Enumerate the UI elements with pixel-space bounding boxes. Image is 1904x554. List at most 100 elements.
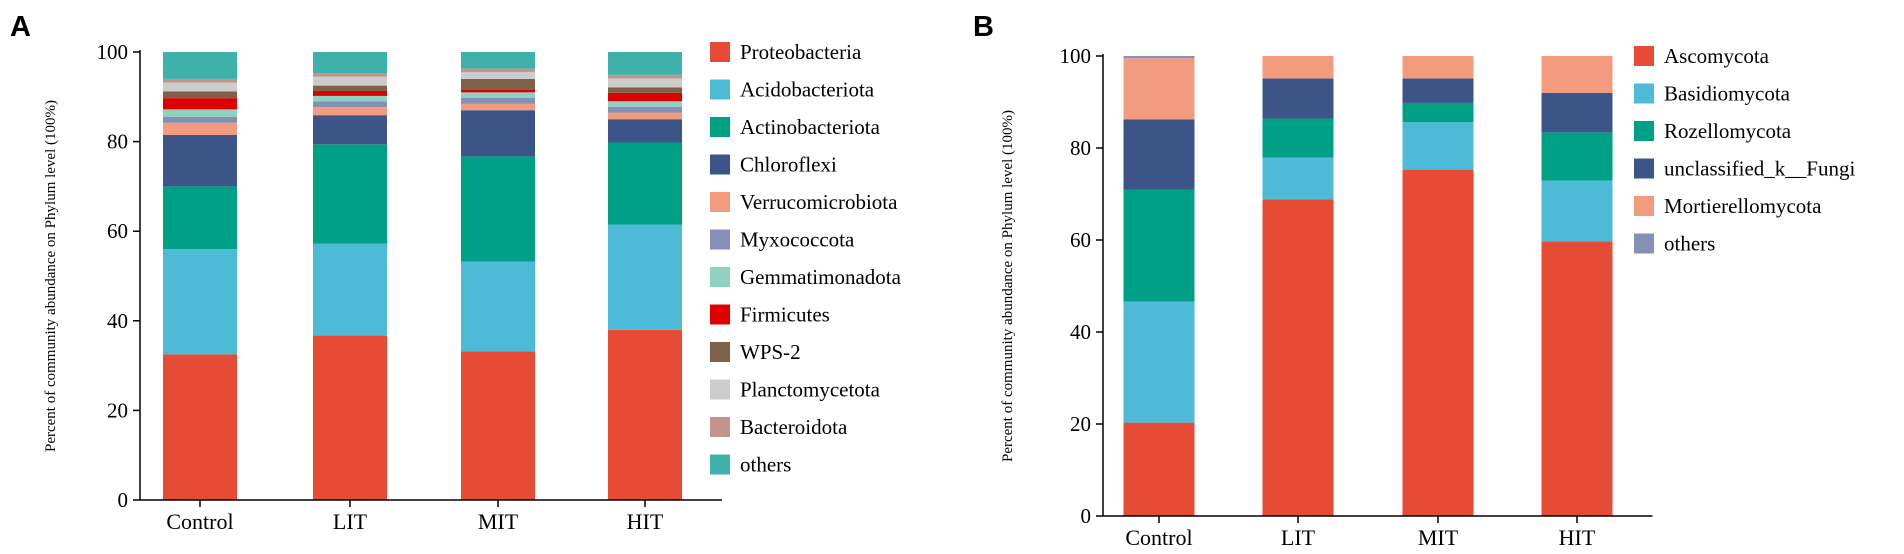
panel-a-bar-lit-myxococcota [313,101,387,108]
panel-a-bar-lit-acidobacteriota [313,243,387,336]
panel-a-x-tick-label: MIT [478,509,519,534]
panel-a-legend-label-others: others [740,453,791,477]
panel-a-bar-control-firmicutes [163,98,237,110]
panel-b-y-tick-label: 20 [1070,412,1091,436]
panel-a-bar-hit-verrucomicrobiota [608,112,682,120]
panel-b-bar-lit-ascomycota [1262,199,1334,516]
panel-a-x-tick-label: HIT [627,509,664,534]
panel-a-legend-swatch-actinobacteriota [710,117,730,137]
panel-a-legend-swatch-verrucomicrobiota [710,192,730,212]
panel-b-x-tick-label: MIT [1418,525,1459,550]
panel-b-bar-lit-mortierellomycota [1262,56,1334,79]
panel-b-bar-control-unclassified-k-fungi [1123,119,1195,190]
panel-a-bar-lit-chloroflexi [313,115,387,145]
panel-b: B Percent of community abundance on Phylu… [973,11,1855,550]
panel-b-legend-label-unclassified-k-fungi: unclassified_k__Fungi [1664,157,1855,181]
panel-b-legend-label-mortierellomycota: Mortierellomycota [1664,194,1822,218]
panel-a-bar-mit-acidobacteriota [461,261,535,352]
panel-a-bar-mit-chloroflexi [461,110,535,157]
panel-b-letter: B [973,11,994,43]
panel-b-bar-hit-rozellomycota [1541,132,1613,181]
panel-a-bar-hit-bacteroidota [608,74,682,79]
panel-b-legend-swatch-others [1634,233,1654,254]
panel-a-bar-mit-verrucomicrobiota [461,103,535,111]
panel-a-bar-hit-wps-2 [608,87,682,93]
panel-a-x-tick-label: LIT [333,509,368,534]
panel-a-legend-label-wps-2: WPS-2 [740,340,801,364]
panel-a-y-tick-label: 80 [107,130,128,154]
panel-a: A Percent of community abundance on Phylu… [10,11,902,534]
panel-a-legend-swatch-planctomycetota [710,379,730,400]
panel-a-legend-label-acidobacteriota: Acidobacteriota [740,78,875,102]
panel-b-bar-lit-basidiomycota [1262,157,1334,200]
panel-a-bar-control-myxococcota [163,116,237,123]
panel-b-legend-label-rozellomycota: Rozellomycota [1664,119,1792,143]
panel-a-bar-mit-bacteroidota [461,68,535,73]
panel-b-bar-lit-rozellomycota [1262,118,1334,158]
panel-b-y-tick-label: 40 [1070,320,1091,344]
panel-a-bar-lit-planctomycetota [313,76,387,86]
panel-a-bar-control-proteobacteria [163,354,237,500]
panel-a-bar-hit-myxococcota [608,106,682,113]
panel-a-bar-control-others [163,52,237,79]
panel-a-bar-mit-proteobacteria [461,351,535,500]
panel-a-legend-swatch-bacteroidota [710,417,730,437]
panel-a-y-tick-label: 40 [107,309,128,333]
panel-a-bar-control-verrucomicrobiota [163,122,237,135]
panel-a-bar-mit-myxococcota [461,97,535,104]
panel-a-bar-hit-proteobacteria [608,329,682,500]
panel-a-y-tick-label: 20 [107,398,128,422]
panel-a-bar-lit-actinobacteriota [313,144,387,244]
panel-a-bar-mit-wps-2 [461,78,535,90]
panel-b-y-tick-label: 80 [1070,136,1091,160]
panel-b-bar-mit-mortierellomycota [1402,56,1474,79]
panel-a-legend-swatch-acidobacteriota [710,79,730,100]
panel-a-y-tick-label: 60 [107,219,128,243]
panel-a-bar-mit-firmicutes [461,89,535,93]
panel-a-bar-lit-bacteroidota [313,73,387,77]
panel-a-legend-label-proteobacteria: Proteobacteria [740,40,862,64]
panel-a-bar-lit-firmicutes [313,90,387,96]
panel-b-bar-control-rozellomycota [1123,189,1195,302]
panel-a-bar-lit-others [313,52,387,74]
panel-b-bar-mit-rozellomycota [1402,102,1474,123]
panel-a-legend-swatch-myxococcota [710,229,730,250]
panel-a-bar-hit-gemmatimonadota [608,101,682,107]
panel-a-bar-control-gemmatimonadota [163,109,237,117]
panel-a-x-tick-label: Control [166,509,233,534]
panel-a-legend-label-myxococcota: Myxococcota [740,228,855,252]
panel-a-bar-mit-others [461,52,535,69]
panel-a-bar-hit-acidobacteriota [608,224,682,330]
panel-a-bar-hit-chloroflexi [608,119,682,143]
panel-b-y-axis-label: Percent of community abundance on Phylum… [1000,110,1016,462]
panel-a-bar-control-wps-2 [163,91,237,99]
panel-a-bar-control-actinobacteriota [163,186,237,250]
panel-b-legend-label-others: others [1664,232,1715,256]
panel-a-bar-mit-planctomycetota [461,72,535,79]
panel-b-bar-mit-ascomycota [1402,169,1474,516]
panel-b-bar-mit-basidiomycota [1402,122,1474,170]
panel-a-y-tick-label: 100 [97,40,129,64]
panel-a-bar-control-bacteroidota [163,78,237,83]
panel-b-bar-hit-unclassified-k-fungi [1541,92,1613,133]
panel-b-bar-mit-unclassified-k-fungi [1402,78,1474,103]
panel-b-bar-control-others [1123,56,1195,59]
panel-a-letter: A [10,11,31,43]
panel-a-legend-label-chloroflexi: Chloroflexi [740,153,837,177]
panel-a-bar-control-chloroflexi [163,134,237,187]
panel-a-bar-hit-actinobacteriota [608,142,682,225]
panel-a-legend-swatch-gemmatimonadota [710,267,730,287]
panel-b-legend-label-ascomycota: Ascomycota [1664,44,1770,68]
panel-b-bar-hit-mortierellomycota [1541,56,1613,93]
panel-a-bar-lit-wps-2 [313,85,387,91]
panel-a-bar-hit-firmicutes [608,92,682,102]
panel-b-y-tick-label: 0 [1081,504,1092,528]
panel-a-legend-swatch-chloroflexi [710,154,730,175]
panel-a-bar-lit-gemmatimonadota [313,95,387,102]
panel-b-legend-swatch-mortierellomycota [1634,196,1654,216]
panel-b-bar-hit-ascomycota [1541,241,1613,516]
panel-b-bar-control-ascomycota [1123,422,1195,516]
panel-b-y-tick-label: 100 [1060,44,1092,68]
panel-b-x-tick-label: Control [1125,525,1192,550]
panel-a-legend-label-gemmatimonadota: Gemmatimonadota [740,265,902,289]
